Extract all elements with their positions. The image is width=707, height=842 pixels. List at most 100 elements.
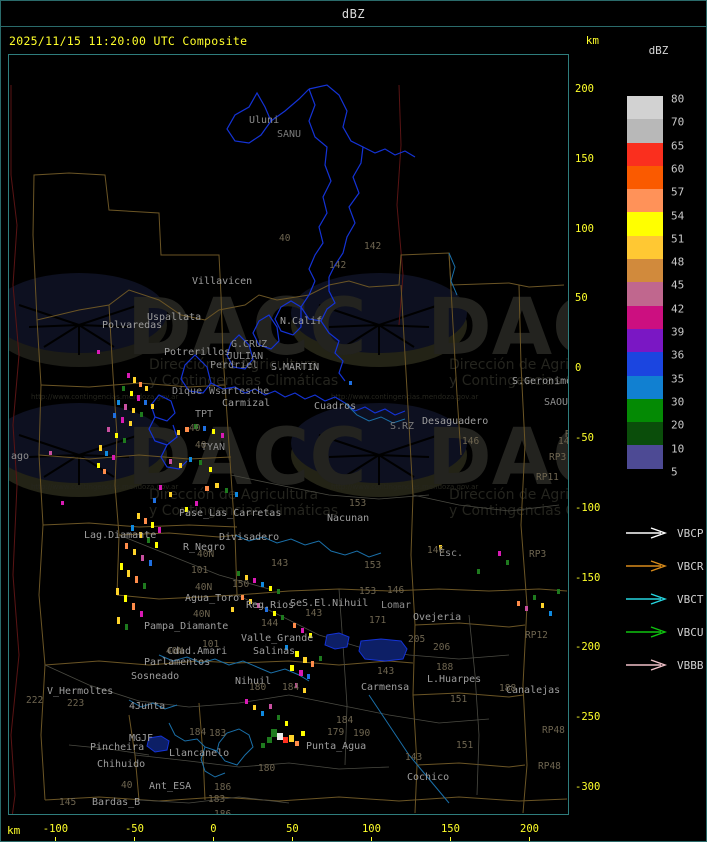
colorbar-swatch[interactable] <box>627 165 663 190</box>
place-label: Valle_Grande <box>241 633 314 644</box>
place-label: ago <box>11 451 30 462</box>
place-label: TYAN <box>201 442 226 453</box>
colorbar-swatch[interactable] <box>627 235 663 260</box>
vector-legend-row[interactable]: VBCU <box>625 622 704 642</box>
place-label: JULIAN <box>227 351 264 362</box>
y-axis-tick: 150 <box>575 152 594 165</box>
radar-echo-cell <box>249 599 252 604</box>
timestamp-label: 2025/11/15 11:20:00 UTC Composite <box>9 34 248 48</box>
radar-echo-cell <box>140 412 143 417</box>
place-label: SAOU <box>544 397 569 408</box>
y-axis-tick: -250 <box>575 711 601 724</box>
radar-echo-cell <box>97 350 100 354</box>
route-label: 186 <box>214 809 232 815</box>
route-label: 40 <box>279 233 291 244</box>
place-label: Salinas <box>253 646 296 657</box>
colorbar-label: 35 <box>671 372 685 386</box>
route-label: 142 <box>329 260 347 271</box>
watermark-line2-right: y Contingencias Climáticas <box>449 373 568 389</box>
place-label: Dique <box>172 386 203 397</box>
colorbar-swatch[interactable] <box>627 328 663 353</box>
x-axis-unit-label: km <box>7 824 21 837</box>
route-label: 145 <box>59 797 77 808</box>
route-label: 40N <box>166 646 184 657</box>
route-label: 171 <box>369 615 387 626</box>
radar-echo-cell <box>125 543 128 549</box>
y-axis-unit-label: km <box>585 34 599 47</box>
watermark-url-left-lower: http://www.contingencias.mendoza.gov.ar <box>31 483 179 491</box>
radar-echo-cell <box>257 603 260 608</box>
route-label: 180 <box>258 763 276 774</box>
colorbar-swatch[interactable] <box>627 398 663 423</box>
radar-echo-cell <box>295 651 299 657</box>
place-label: Pampa_Diamante <box>144 621 229 632</box>
colorbar-swatch[interactable] <box>627 282 663 306</box>
radar-echo-cell <box>153 498 156 503</box>
radar-echo-cell <box>289 735 294 742</box>
watermark-brand-left-lower: DACC <box>127 413 367 503</box>
colorbar-swatch[interactable] <box>627 212 663 236</box>
colorbar-swatch[interactable] <box>627 189 663 213</box>
colorbar-swatch[interactable] <box>627 142 663 166</box>
place-label: Carmizal <box>222 398 271 409</box>
wind-barb-arrow-icon <box>626 593 668 605</box>
place-label: Potrerillos <box>164 347 231 358</box>
place-label: Esc. <box>439 548 464 559</box>
colorbar-swatch[interactable] <box>627 375 663 399</box>
route-label: RP48 <box>538 761 561 772</box>
place-label: S.Geronimo <box>512 376 569 387</box>
route-label: 153 <box>359 586 377 597</box>
vector-legend-row[interactable]: VBBB <box>625 655 704 675</box>
radar-echo-cell <box>99 445 102 451</box>
place-label: Polvaredas <box>102 320 163 331</box>
radar-echo-cell <box>309 633 312 638</box>
colorbar-swatch[interactable] <box>627 96 663 120</box>
colorbar-swatch[interactable] <box>627 422 663 446</box>
vector-legend-row[interactable]: VBCR <box>625 556 704 576</box>
radar-echo-cell <box>127 570 130 577</box>
radar-echo-cell <box>139 382 142 387</box>
radar-echo-cell <box>277 733 283 740</box>
colorbar-swatch[interactable] <box>627 305 663 329</box>
map-plot-area[interactable]: DACC DACC DACC DACC Dirección de Agricul… <box>8 54 569 815</box>
radar-echo-cell <box>261 582 264 587</box>
place-label: G.CRUZ <box>231 339 268 350</box>
border-layer <box>10 84 568 814</box>
colorbar-swatch[interactable] <box>627 445 663 469</box>
radar-echo-cell <box>557 589 560 594</box>
place-label: 4Junta <box>129 701 166 712</box>
place-label: Divisadero <box>219 532 280 543</box>
colorbar-label: 45 <box>671 278 685 292</box>
radar-echo-cell <box>158 527 161 533</box>
radar-echo-cell <box>301 628 304 633</box>
place-label: MGJF <box>129 733 154 744</box>
radar-echo-cell <box>541 603 544 608</box>
route-label: 40N <box>193 609 211 620</box>
vector-legend-label: VBCP <box>677 526 704 540</box>
x-axis-tick-mark <box>213 837 215 841</box>
radar-echo-cell <box>301 731 305 736</box>
route-label: 222 <box>26 695 44 706</box>
vector-legend-row[interactable]: VBCP <box>625 523 704 543</box>
radar-echo-cell <box>199 460 202 465</box>
route-label: 223 <box>67 698 85 709</box>
vector-legend-row[interactable]: VBCT <box>625 589 704 609</box>
legend-panel: dBZ 80 70 65 60 57 54 51 48 45 42 39 36 35 30 20 10 5 VB… <box>611 28 706 841</box>
colorbar-swatch[interactable] <box>627 259 663 283</box>
wind-barb-arrow-icon <box>626 626 668 638</box>
radar-echo-cell <box>283 737 288 743</box>
colorbar-swatch[interactable] <box>627 119 663 143</box>
radar-echo-cell <box>194 424 198 429</box>
radar-echo-cell <box>113 413 116 418</box>
route-label: 190 <box>353 728 371 739</box>
radar-echo-cell <box>303 688 306 693</box>
route-label: 183 <box>208 794 226 805</box>
radar-echo-cell <box>245 575 248 580</box>
watermark-url-right: http://www.contingencias.mendoza.gov.ar <box>331 393 479 401</box>
vector-legend-label: VBCU <box>677 625 704 639</box>
radar-echo-cell <box>231 607 234 612</box>
watermark-line2-left-lower: y Contingencias Climáticas <box>149 503 339 519</box>
colorbar-swatch[interactable] <box>627 352 663 376</box>
dbz-colorbar[interactable] <box>627 96 663 469</box>
radar-echo-cell <box>299 670 303 676</box>
